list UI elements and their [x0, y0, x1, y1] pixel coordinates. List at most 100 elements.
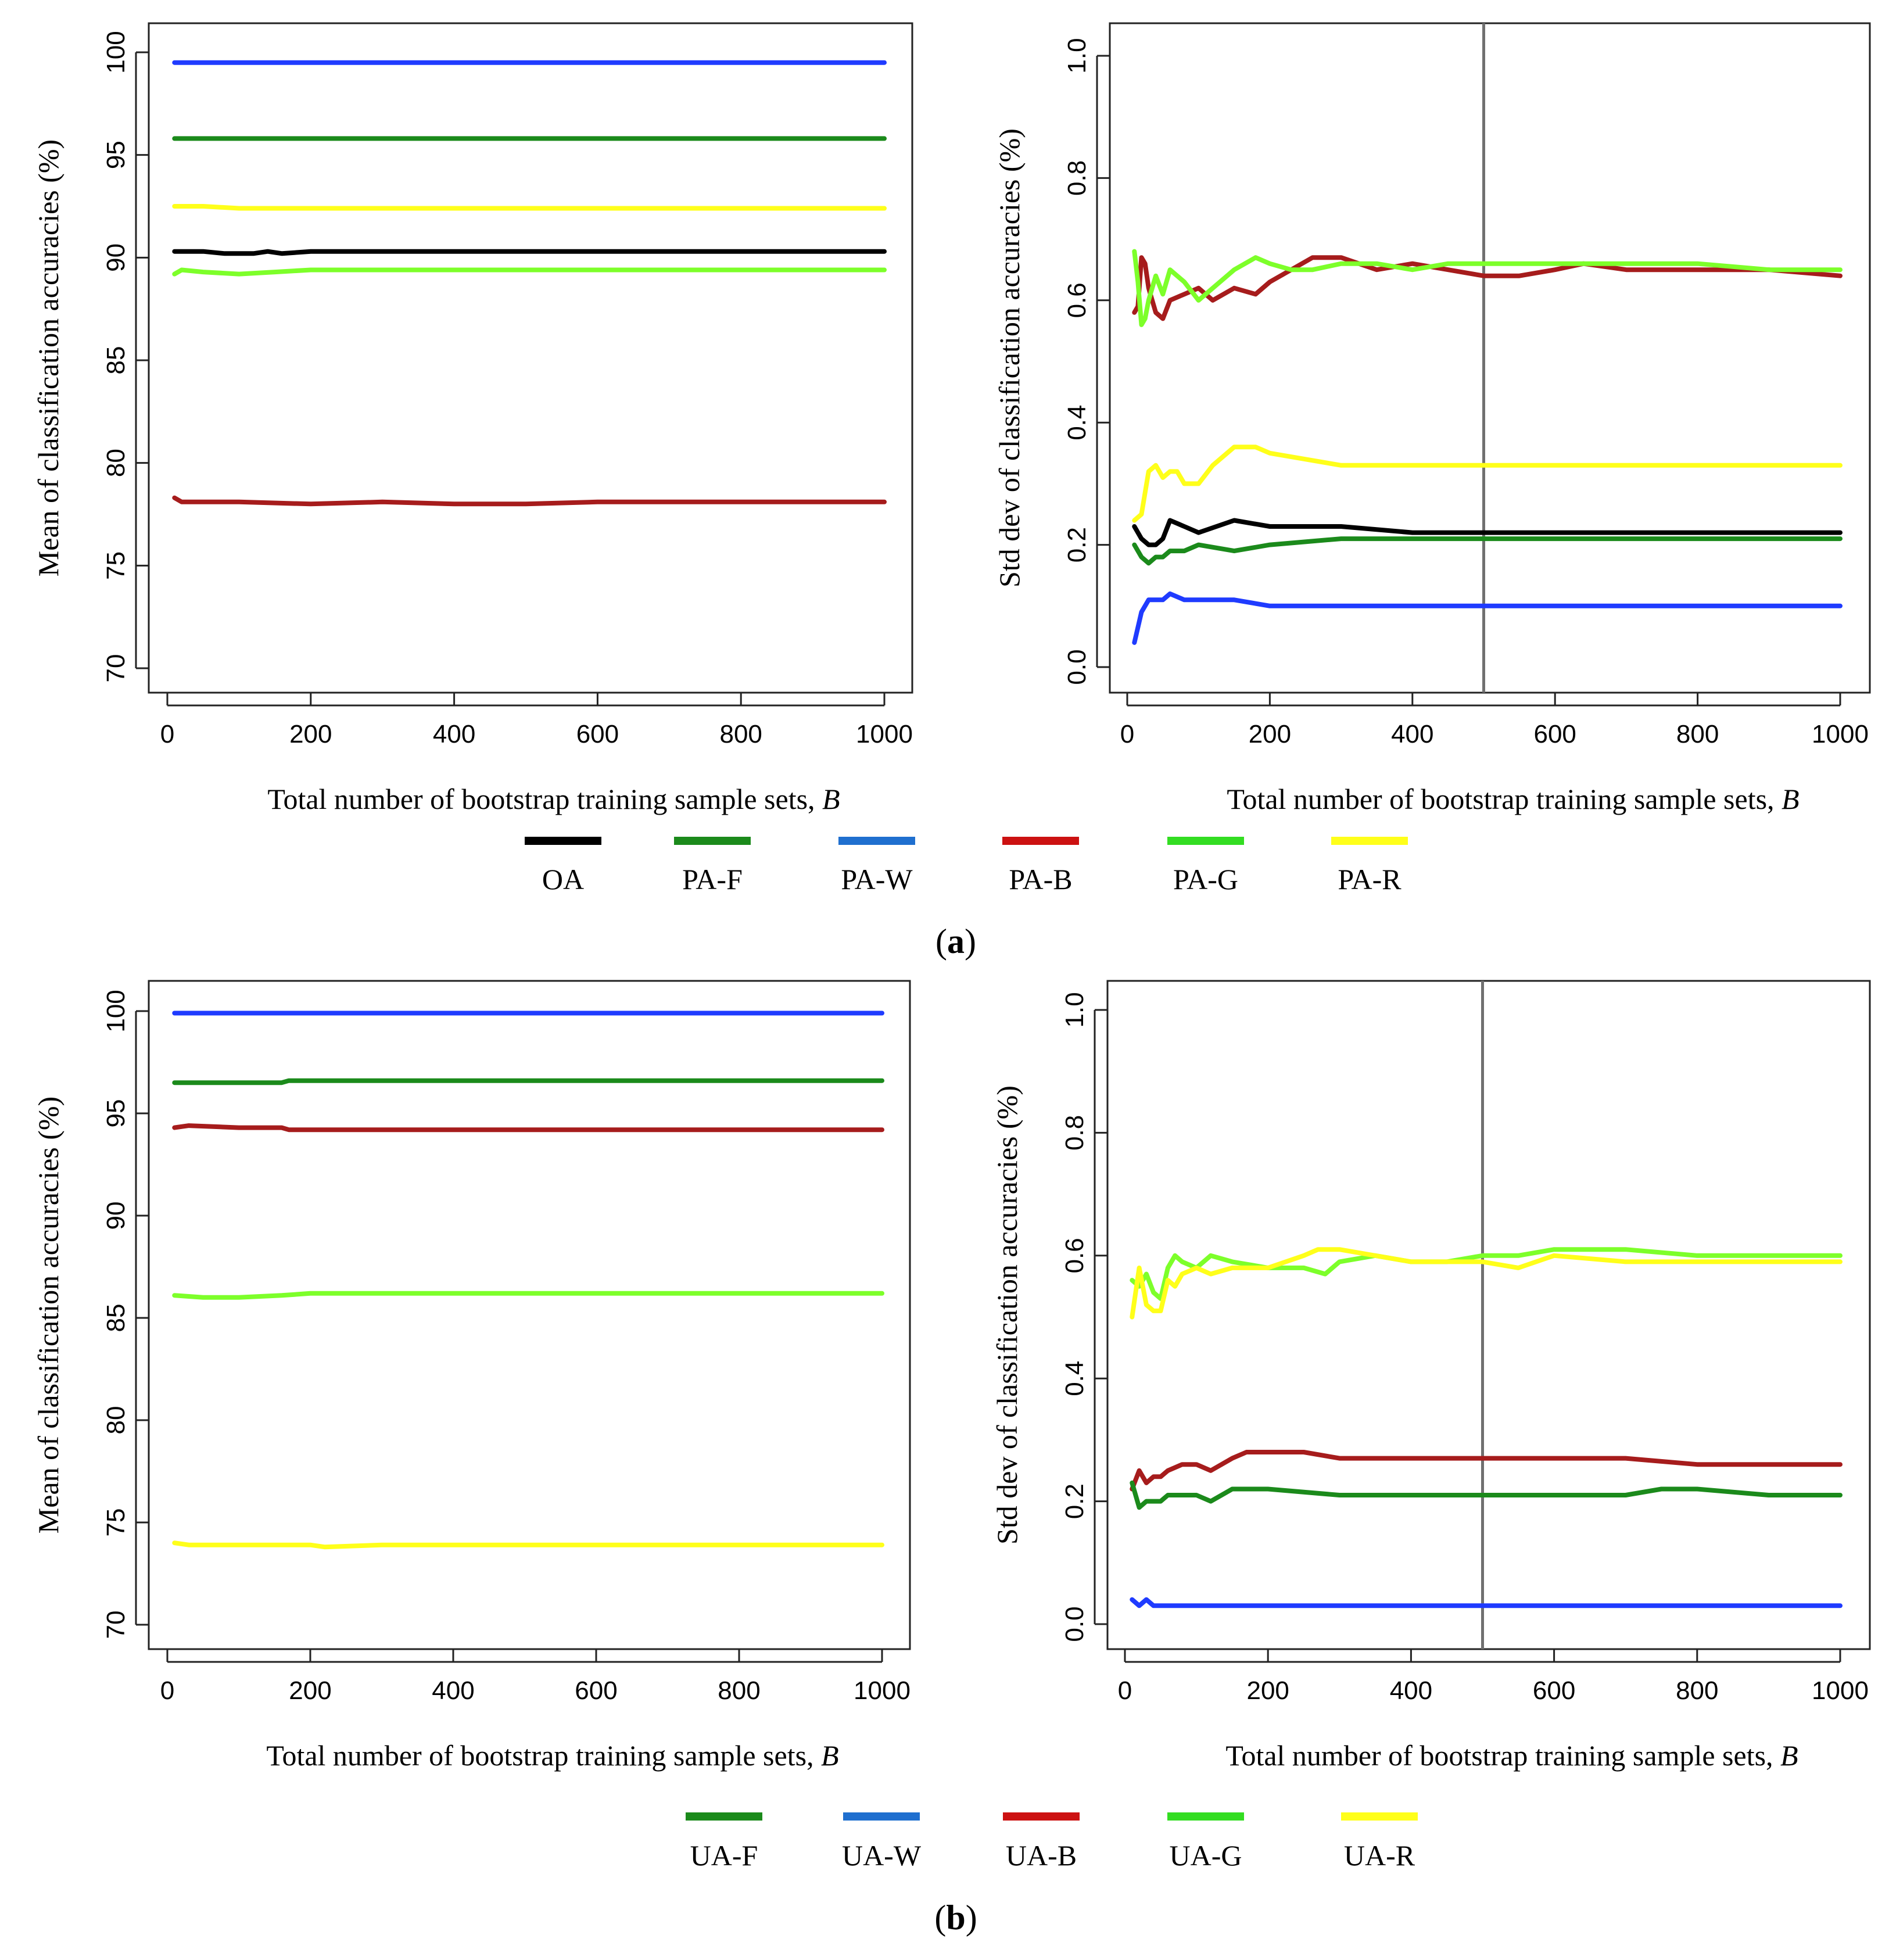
y-axis-title: Mean of classification accuracies (%)	[32, 1097, 64, 1533]
panel-label-a: (a)	[935, 922, 976, 961]
y-tick-label: 90	[102, 1202, 130, 1230]
series-line-pa-g	[1132, 249, 1843, 327]
x-axis-title: Total number of bootstrap training sampl…	[1227, 783, 1799, 815]
y-tick-label: 0.0	[1063, 649, 1091, 685]
series-line-pa-g	[172, 267, 887, 277]
y-tick-label: 0.4	[1063, 405, 1091, 440]
legend-a: OA PA-F PA-W PA-B PA-G PA-R	[525, 837, 1408, 895]
y-tick-label: 90	[102, 243, 130, 272]
x-tick-label: 800	[1676, 720, 1719, 748]
series-line-ua-f	[1130, 1480, 1843, 1510]
y-tick-label: 0.0	[1060, 1606, 1089, 1642]
panel-labels-group: (a) (b)	[934, 922, 977, 1937]
y-tick-label: 1.0	[1060, 992, 1089, 1027]
x-tick-label: 400	[433, 720, 475, 748]
x-tick-label: 600	[1533, 720, 1576, 748]
y-tick-label: 0.6	[1063, 282, 1091, 318]
legend-b: UA-F UA-W UA-B UA-G UA-R	[686, 1812, 1418, 1872]
x-tick-label: 0	[1118, 1676, 1132, 1705]
y-tick-label: 0.2	[1063, 527, 1091, 562]
y-tick-label: 0.2	[1060, 1484, 1089, 1519]
legends-group: OA PA-F PA-W PA-B PA-G PA-RUA-F UA-W UA-B UA-G UA…	[525, 837, 1418, 1872]
x-tick-label: 800	[1676, 1676, 1718, 1705]
series-line-ua-b	[1130, 1450, 1843, 1492]
y-tick-label: 0.8	[1063, 160, 1091, 196]
y-tick-label: 75	[102, 551, 130, 580]
x-tick-label: 400	[432, 1676, 474, 1705]
legend-label-ua-r: UA-R	[1344, 1839, 1415, 1872]
x-axis-title: Total number of bootstrap training sampl…	[266, 1739, 838, 1772]
y-tick-label: 75	[102, 1508, 130, 1537]
legend-label-pa-w: PA-W	[841, 863, 913, 895]
chart-b-mean: 0 200 400 600 800 1000 70 75 80 85 90 95 100 Total nu…	[32, 980, 911, 1772]
series-line-ua-r	[1130, 1247, 1843, 1320]
y-tick-label: 85	[102, 1304, 130, 1332]
x-tick-label: 800	[718, 1676, 760, 1705]
plot-frame	[148, 980, 911, 1650]
x-tick-label: 200	[1249, 720, 1291, 748]
y-axis-title: Mean of classification accuracies (%)	[32, 139, 64, 576]
y-tick-label: 100	[102, 31, 130, 73]
y-axis-title: Std dev of classification accuracies (%)	[993, 128, 1026, 587]
x-tick-label: 0	[160, 720, 174, 748]
y-tick-label: 0.4	[1060, 1361, 1089, 1396]
y-tick-label: 0.8	[1060, 1115, 1089, 1151]
panel-label-b: (b)	[934, 1898, 977, 1937]
legend-label-ua-w: UA-W	[842, 1839, 922, 1872]
x-tick-label: 1000	[1812, 1676, 1869, 1705]
legend-label-pa-b: PA-B	[1009, 863, 1072, 895]
x-tick-label: 1000	[1812, 720, 1869, 748]
series-line-oa	[1132, 518, 1843, 547]
legend-label-ua-f: UA-F	[690, 1839, 758, 1872]
series-line-pa-b	[1132, 255, 1843, 321]
y-tick-label: 95	[102, 1099, 130, 1128]
chart-a-sd: 0 200 400 600 800 1000 0.0 0.2 0.4 0.6 0.8 1.0 Total…	[993, 22, 1871, 815]
plot-frame	[1106, 980, 1871, 1650]
y-tick-label: 0.6	[1060, 1238, 1089, 1273]
y-tick-label: 1.0	[1063, 38, 1091, 73]
x-tick-label: 200	[1246, 1676, 1289, 1705]
x-tick-label: 0	[160, 1676, 174, 1705]
legend-label-pa-r: PA-R	[1338, 863, 1401, 895]
x-tick-label: 600	[575, 1676, 617, 1705]
y-tick-label: 70	[102, 654, 130, 683]
y-tick-label: 95	[102, 141, 130, 169]
y-tick-label: 70	[102, 1611, 130, 1639]
series-line-oa	[172, 249, 887, 256]
series-line-ua-f	[172, 1078, 884, 1085]
y-tick-label: 100	[102, 990, 130, 1032]
legend-label-oa: OA	[542, 863, 584, 895]
series-line-pa-r	[1132, 445, 1843, 523]
series-line-ua-w	[1130, 1597, 1843, 1608]
x-tick-label: 800	[719, 720, 762, 748]
x-tick-label: 400	[1391, 720, 1433, 748]
x-tick-label: 600	[1533, 1676, 1575, 1705]
chart-a-mean: 0 200 400 600 800 1000 70 75 80 85 90 95 100 Total nu…	[32, 22, 913, 815]
chart-b-sd: 0 200 400 600 800 1000 0.0 0.2 0.4 0.6 0.8 1.0 Total…	[991, 980, 1871, 1772]
x-axis-title: Total number of bootstrap training sampl…	[267, 783, 840, 815]
plot-frame	[148, 22, 913, 694]
x-axis-title: Total number of bootstrap training sampl…	[1225, 1739, 1798, 1772]
series-line-ua-b	[172, 1123, 884, 1133]
series-line-ua-g	[1130, 1247, 1843, 1301]
y-axis-title: Std dev of classification accuracies (%)	[991, 1085, 1023, 1545]
x-tick-label: 200	[289, 720, 332, 748]
series-line-pa-w	[1132, 591, 1843, 645]
x-tick-label: 200	[289, 1676, 331, 1705]
series-line-pa-r	[172, 204, 887, 211]
series-line-pa-b	[172, 495, 887, 507]
legend-label-ua-g: UA-G	[1170, 1839, 1242, 1872]
x-tick-label: 1000	[856, 720, 913, 748]
x-tick-label: 0	[1120, 720, 1134, 748]
y-tick-label: 85	[102, 346, 130, 375]
x-tick-label: 400	[1390, 1676, 1432, 1705]
series-line-ua-g	[172, 1291, 884, 1300]
legend-label-ua-b: UA-B	[1006, 1839, 1077, 1872]
x-tick-label: 1000	[854, 1676, 911, 1705]
x-tick-label: 600	[576, 720, 619, 748]
y-tick-label: 80	[102, 1406, 130, 1435]
legend-label-pa-g: PA-G	[1173, 863, 1238, 895]
y-tick-label: 80	[102, 449, 130, 477]
